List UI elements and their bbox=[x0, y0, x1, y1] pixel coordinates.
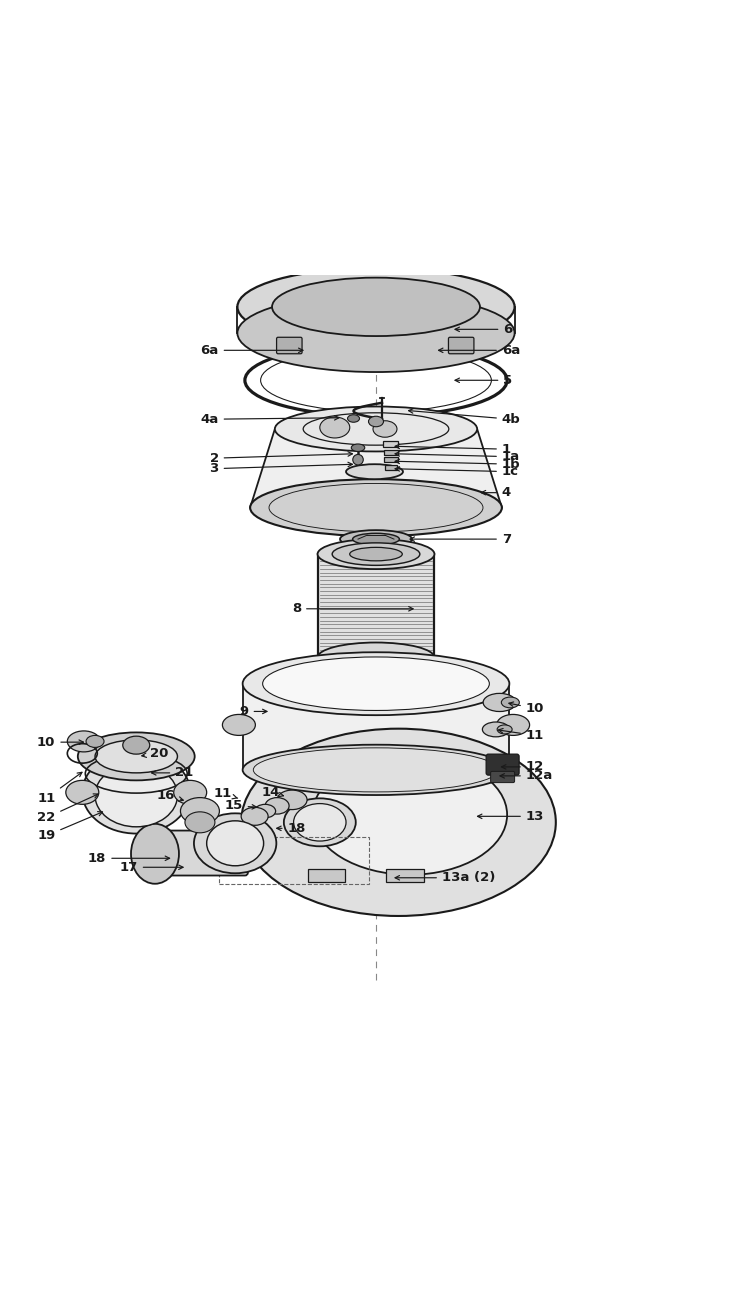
Text: 10: 10 bbox=[509, 702, 544, 715]
Text: 6: 6 bbox=[455, 322, 513, 335]
Ellipse shape bbox=[241, 729, 556, 916]
Ellipse shape bbox=[274, 407, 478, 451]
Text: 9: 9 bbox=[239, 705, 267, 718]
Text: 4a: 4a bbox=[201, 412, 339, 425]
Ellipse shape bbox=[194, 814, 276, 874]
FancyBboxPatch shape bbox=[277, 337, 302, 354]
FancyBboxPatch shape bbox=[384, 464, 397, 469]
Text: 5: 5 bbox=[455, 374, 513, 387]
Ellipse shape bbox=[272, 278, 480, 337]
Ellipse shape bbox=[373, 421, 397, 437]
Ellipse shape bbox=[317, 540, 435, 569]
Text: 4: 4 bbox=[481, 486, 511, 499]
Ellipse shape bbox=[368, 416, 384, 426]
Ellipse shape bbox=[123, 736, 150, 754]
Ellipse shape bbox=[502, 697, 520, 707]
Ellipse shape bbox=[277, 790, 307, 810]
Ellipse shape bbox=[332, 543, 420, 566]
Ellipse shape bbox=[185, 811, 215, 833]
Text: 17: 17 bbox=[120, 861, 183, 874]
Ellipse shape bbox=[223, 715, 256, 736]
Text: 3: 3 bbox=[209, 463, 353, 476]
FancyBboxPatch shape bbox=[384, 458, 398, 463]
Text: 15: 15 bbox=[224, 800, 256, 812]
Ellipse shape bbox=[346, 464, 403, 480]
Text: 1c: 1c bbox=[395, 465, 519, 478]
Ellipse shape bbox=[320, 417, 350, 438]
Text: 10: 10 bbox=[37, 736, 83, 749]
Text: 14: 14 bbox=[262, 786, 284, 800]
Ellipse shape bbox=[317, 642, 435, 672]
FancyBboxPatch shape bbox=[486, 754, 519, 775]
FancyBboxPatch shape bbox=[384, 450, 398, 455]
Ellipse shape bbox=[207, 820, 264, 866]
Ellipse shape bbox=[497, 725, 512, 734]
Text: 11: 11 bbox=[214, 788, 238, 801]
Text: 11: 11 bbox=[37, 772, 82, 805]
Text: 12a: 12a bbox=[500, 770, 553, 783]
Ellipse shape bbox=[131, 824, 179, 884]
Ellipse shape bbox=[350, 547, 402, 560]
Text: 1: 1 bbox=[395, 443, 511, 456]
Text: 1a: 1a bbox=[395, 450, 520, 463]
FancyBboxPatch shape bbox=[152, 831, 248, 875]
Text: 6a: 6a bbox=[201, 343, 303, 356]
Ellipse shape bbox=[241, 807, 268, 826]
Text: 19: 19 bbox=[37, 811, 102, 842]
Text: 13a (2): 13a (2) bbox=[395, 871, 496, 884]
Polygon shape bbox=[250, 429, 502, 507]
Ellipse shape bbox=[353, 455, 363, 465]
Ellipse shape bbox=[174, 780, 207, 805]
Text: 12: 12 bbox=[502, 760, 544, 774]
Ellipse shape bbox=[68, 731, 100, 751]
Ellipse shape bbox=[82, 751, 190, 833]
FancyBboxPatch shape bbox=[490, 771, 514, 783]
Ellipse shape bbox=[347, 415, 359, 422]
Ellipse shape bbox=[353, 533, 399, 545]
Text: 7: 7 bbox=[410, 533, 511, 546]
Text: 4b: 4b bbox=[408, 408, 520, 425]
FancyBboxPatch shape bbox=[384, 441, 399, 447]
Polygon shape bbox=[243, 684, 509, 770]
Ellipse shape bbox=[496, 715, 529, 736]
Text: 2: 2 bbox=[210, 451, 353, 464]
Text: 6a: 6a bbox=[438, 343, 520, 356]
Ellipse shape bbox=[255, 805, 275, 818]
Text: 18: 18 bbox=[277, 822, 306, 835]
FancyBboxPatch shape bbox=[387, 868, 424, 883]
Ellipse shape bbox=[265, 798, 289, 814]
Polygon shape bbox=[317, 554, 435, 658]
Ellipse shape bbox=[243, 745, 509, 796]
Ellipse shape bbox=[483, 693, 516, 711]
Ellipse shape bbox=[86, 736, 104, 748]
Ellipse shape bbox=[243, 653, 509, 715]
Text: 8: 8 bbox=[292, 602, 413, 615]
Ellipse shape bbox=[180, 798, 220, 824]
Text: 22: 22 bbox=[37, 794, 98, 824]
Ellipse shape bbox=[351, 445, 365, 451]
Ellipse shape bbox=[284, 798, 356, 846]
Ellipse shape bbox=[77, 732, 195, 780]
FancyBboxPatch shape bbox=[448, 337, 474, 354]
Ellipse shape bbox=[312, 755, 507, 875]
Ellipse shape bbox=[95, 740, 177, 774]
Text: 18: 18 bbox=[88, 852, 170, 864]
Ellipse shape bbox=[238, 294, 514, 372]
Ellipse shape bbox=[95, 764, 177, 827]
Ellipse shape bbox=[253, 747, 499, 792]
Ellipse shape bbox=[340, 530, 412, 549]
Text: 1b: 1b bbox=[395, 458, 520, 471]
Ellipse shape bbox=[238, 268, 514, 346]
Text: 13: 13 bbox=[478, 810, 544, 823]
Ellipse shape bbox=[482, 722, 509, 737]
FancyBboxPatch shape bbox=[308, 868, 345, 883]
Text: 21: 21 bbox=[152, 767, 193, 780]
Ellipse shape bbox=[66, 780, 99, 805]
Text: 20: 20 bbox=[142, 747, 168, 760]
Ellipse shape bbox=[250, 480, 502, 536]
Text: 11: 11 bbox=[499, 728, 544, 742]
Ellipse shape bbox=[293, 803, 346, 841]
Text: 16: 16 bbox=[157, 789, 183, 802]
Ellipse shape bbox=[262, 656, 490, 711]
